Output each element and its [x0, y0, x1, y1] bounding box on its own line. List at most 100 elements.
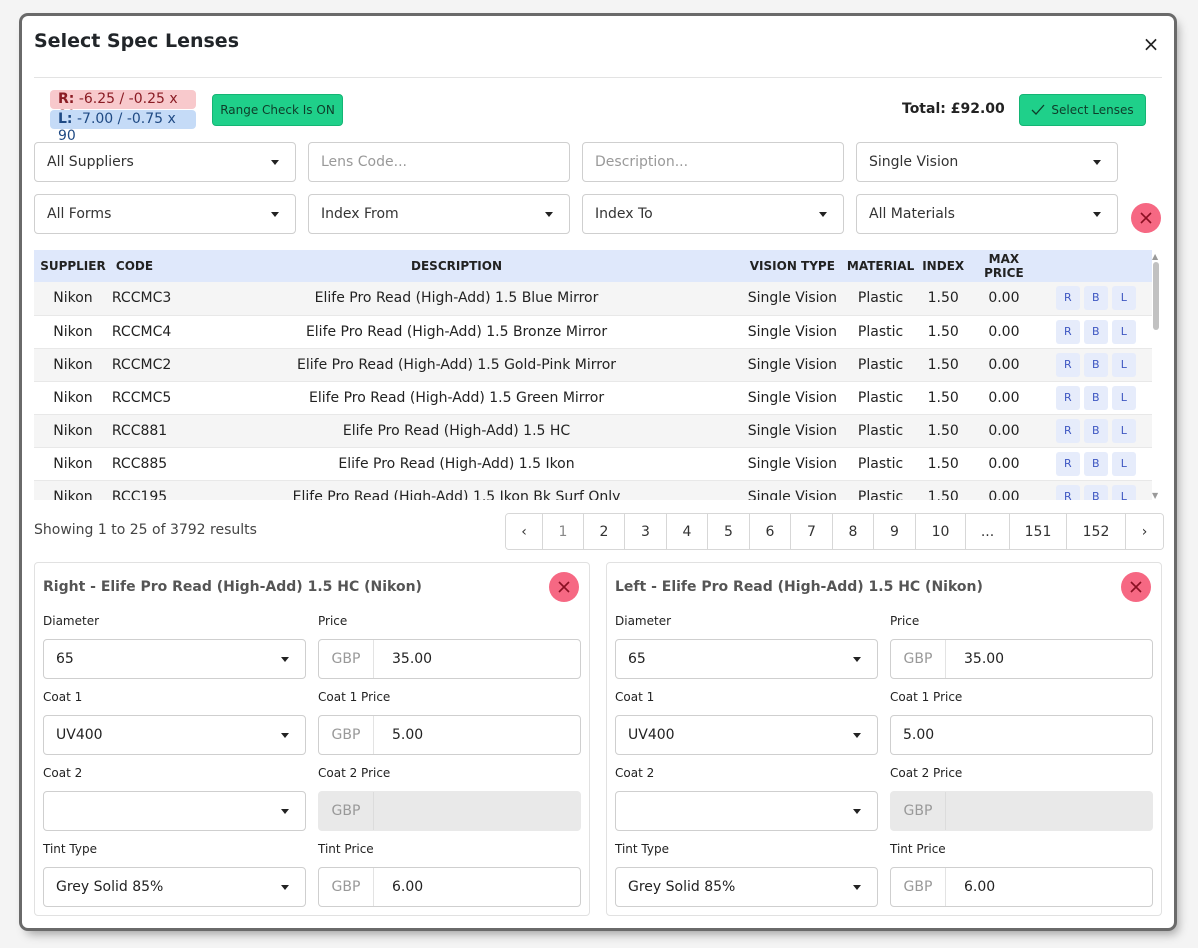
clear-filters-button[interactable]: [1131, 203, 1161, 233]
select-right-button[interactable]: R: [1055, 451, 1080, 476]
materials-select[interactable]: All Materials: [856, 194, 1118, 234]
index-from-select[interactable]: Index From: [308, 194, 570, 234]
select-both-button[interactable]: B: [1083, 286, 1108, 311]
select-left-button[interactable]: L: [1111, 484, 1136, 500]
pagination-prev[interactable]: ‹: [506, 514, 543, 549]
index-to-select[interactable]: Index To: [582, 194, 844, 234]
right-remove-button[interactable]: [549, 572, 579, 602]
page-3[interactable]: 3: [625, 514, 667, 549]
lens-code-input[interactable]: Lens Code...: [308, 142, 570, 182]
select-left-button[interactable]: L: [1111, 286, 1136, 311]
left-price-input[interactable]: GBP 35.00: [890, 639, 1153, 679]
right-diameter-label: Diameter: [43, 614, 100, 628]
select-left-button[interactable]: L: [1111, 352, 1136, 377]
right-coat1-price-input[interactable]: GBP 5.00: [318, 715, 581, 755]
select-lenses-button[interactable]: Select Lenses: [1019, 94, 1146, 126]
page-6[interactable]: 6: [750, 514, 791, 549]
select-right-button[interactable]: R: [1055, 319, 1080, 344]
right-tint-select[interactable]: Grey Solid 85%: [43, 867, 306, 907]
left-diameter-value: 65: [628, 651, 646, 667]
select-right-button[interactable]: R: [1055, 484, 1080, 500]
page-4[interactable]: 4: [667, 514, 708, 549]
cell-supplier: Nikon: [34, 414, 112, 448]
vision-type-select[interactable]: Single Vision: [856, 142, 1118, 182]
scroll-thumb[interactable]: [1153, 262, 1159, 330]
left-remove-button[interactable]: [1121, 572, 1151, 602]
select-left-button[interactable]: L: [1111, 385, 1136, 410]
left-coat2-price-label: Coat 2 Price: [890, 766, 963, 780]
page-9[interactable]: 9: [874, 514, 916, 549]
page-10[interactable]: 10: [916, 514, 966, 549]
cell-vision-type: Single Vision: [741, 315, 843, 349]
col-description[interactable]: DESCRIPTION: [171, 250, 742, 282]
cell-code: RCCMC5: [111, 381, 172, 415]
select-right-button[interactable]: R: [1055, 385, 1080, 410]
right-coat1-select[interactable]: UV400: [43, 715, 306, 755]
left-tint-select[interactable]: Grey Solid 85%: [615, 867, 878, 907]
col-supplier[interactable]: SUPPLIER: [34, 250, 112, 282]
table-row[interactable]: Nikon RCC885 Elife Pro Read (High-Add) 1.5…: [34, 447, 1152, 481]
select-both-button[interactable]: B: [1083, 319, 1108, 344]
table-scrollbar[interactable]: ▲ ▼: [1152, 252, 1160, 500]
col-index[interactable]: INDEX: [918, 250, 969, 282]
cell-max-price: 0.00: [968, 414, 1040, 448]
supplier-select[interactable]: All Suppliers: [34, 142, 296, 182]
select-left-button[interactable]: L: [1111, 319, 1136, 344]
close-icon[interactable]: ×: [1142, 32, 1160, 56]
col-max-price[interactable]: MAX PRICE: [968, 250, 1040, 282]
select-both-button[interactable]: B: [1083, 451, 1108, 476]
left-tint-price-label: Tint Price: [890, 842, 946, 856]
page-151[interactable]: 151: [1010, 514, 1067, 549]
table-row[interactable]: Nikon RCC881 Elife Pro Read (High-Add) 1.5…: [34, 414, 1152, 448]
range-check-button[interactable]: Range Check Is ON: [212, 94, 343, 126]
select-left-button[interactable]: L: [1111, 451, 1136, 476]
select-both-button[interactable]: B: [1083, 352, 1108, 377]
index-to-value: Index To: [595, 206, 653, 222]
page-5[interactable]: 5: [708, 514, 750, 549]
cell-code: RCCMC4: [111, 315, 172, 349]
left-tint-price-input[interactable]: GBP 6.00: [890, 867, 1153, 907]
left-tint-value: Grey Solid 85%: [628, 879, 736, 895]
left-coat2-select[interactable]: [615, 791, 878, 831]
left-price-value: 35.00: [964, 651, 1005, 667]
select-right-button[interactable]: R: [1055, 286, 1080, 311]
scroll-down-icon[interactable]: ▼: [1152, 491, 1159, 500]
select-both-button[interactable]: B: [1083, 484, 1108, 500]
forms-select[interactable]: All Forms: [34, 194, 296, 234]
table-row[interactable]: Nikon RCC195 Elife Pro Read (High-Add) 1.5…: [34, 480, 1152, 500]
cell-supplier: Nikon: [34, 315, 112, 349]
table-row[interactable]: Nikon RCCMC2 Elife Pro Read (High-Add) 1.5…: [34, 348, 1152, 382]
col-vision-type[interactable]: VISION TYPE: [741, 250, 843, 282]
select-right-button[interactable]: R: [1055, 352, 1080, 377]
left-coat1-price-input[interactable]: 5.00: [890, 715, 1153, 755]
right-diameter-select[interactable]: 65: [43, 639, 306, 679]
select-both-button[interactable]: B: [1083, 385, 1108, 410]
right-coat2-select[interactable]: [43, 791, 306, 831]
left-coat1-select[interactable]: UV400: [615, 715, 878, 755]
pagination-next[interactable]: ›: [1126, 514, 1163, 549]
scroll-up-icon[interactable]: ▲: [1152, 252, 1159, 261]
cell-vision-type: Single Vision: [741, 282, 843, 316]
right-price-input[interactable]: GBP 35.00: [318, 639, 581, 679]
table-row[interactable]: Nikon RCCMC3 Elife Pro Read (High-Add) 1.5…: [34, 282, 1152, 316]
page-8[interactable]: 8: [833, 514, 874, 549]
right-coat1-price-value: 5.00: [392, 727, 424, 743]
left-diameter-select[interactable]: 65: [615, 639, 878, 679]
col-material[interactable]: MATERIAL: [842, 250, 919, 282]
table-row[interactable]: Nikon RCCMC5 Elife Pro Read (High-Add) 1.5…: [34, 381, 1152, 415]
col-code[interactable]: CODE: [111, 250, 172, 282]
page-2[interactable]: 2: [584, 514, 625, 549]
table-row[interactable]: Nikon RCCMC4 Elife Pro Read (High-Add) 1.5…: [34, 315, 1152, 349]
page-1[interactable]: 1: [543, 514, 584, 549]
right-tint-price-input[interactable]: GBP 6.00: [318, 867, 581, 907]
page-152[interactable]: 152: [1067, 514, 1126, 549]
select-left-button[interactable]: L: [1111, 418, 1136, 443]
rx-right-badge: R: -6.25 / -0.25 x 80: [50, 90, 196, 124]
description-input[interactable]: Description...: [582, 142, 844, 182]
select-both-button[interactable]: B: [1083, 418, 1108, 443]
select-right-button[interactable]: R: [1055, 418, 1080, 443]
page-7[interactable]: 7: [791, 514, 833, 549]
